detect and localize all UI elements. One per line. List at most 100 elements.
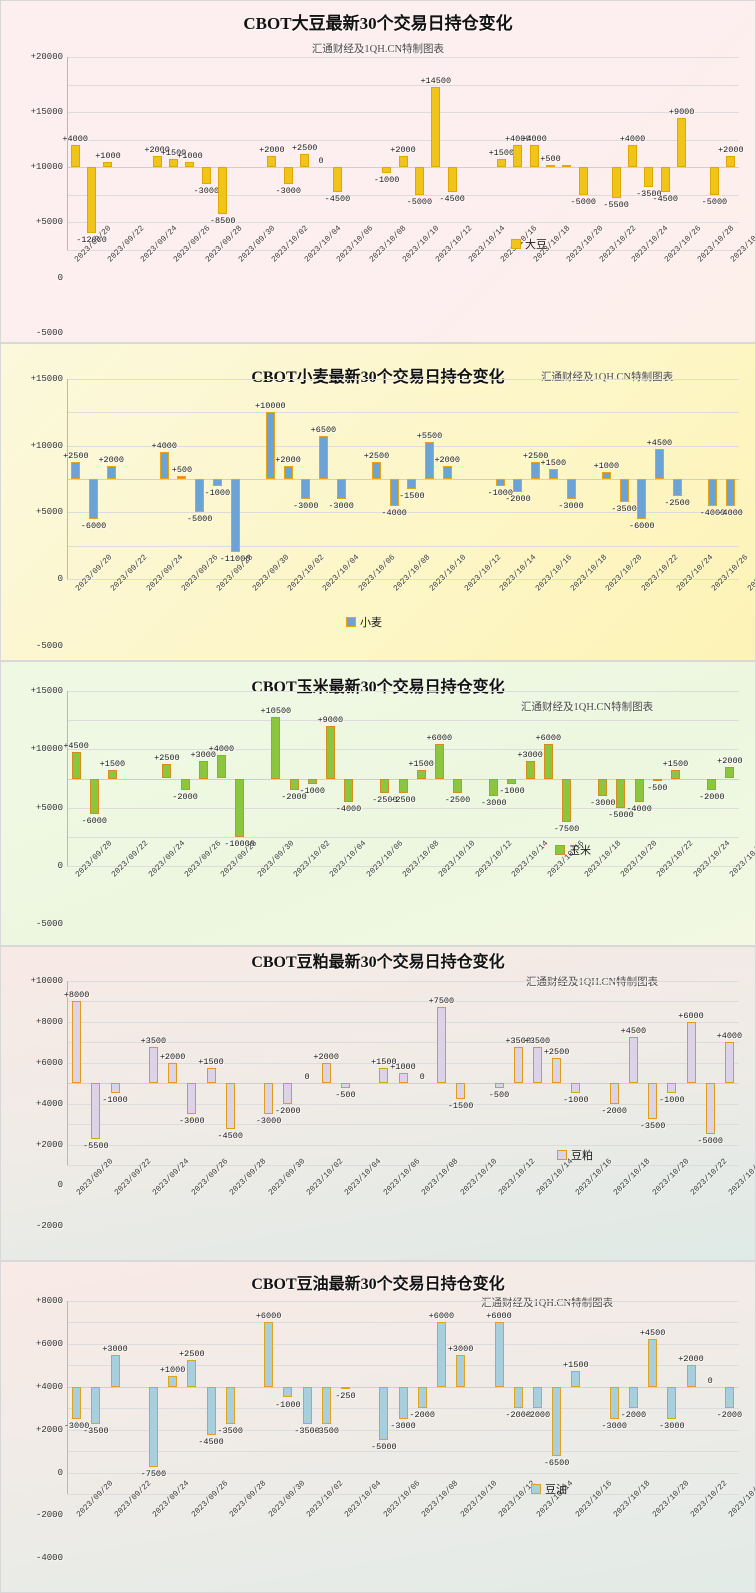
bar-value-label: -2500 bbox=[444, 795, 471, 806]
y-axis-label: +6000 bbox=[35, 1338, 63, 1349]
legend-label: 豆粕 bbox=[571, 1150, 593, 1162]
bar-value-label: -1000 bbox=[499, 786, 525, 797]
bar-soyoil-32 bbox=[686, 1365, 696, 1387]
bar-value-label: -5000 bbox=[570, 196, 597, 207]
chart-title-soymeal: CBOT豆粕最新30个交易日持仓变化 bbox=[251, 954, 505, 971]
bar-soymeal-26 bbox=[571, 1083, 581, 1094]
bar-soybean-31 bbox=[578, 167, 588, 195]
bar-value-label: +6000 bbox=[428, 1311, 455, 1322]
bar-corn-5 bbox=[162, 763, 172, 779]
bar-value-label: +1000 bbox=[159, 1365, 186, 1376]
bar-value-label: -6000 bbox=[80, 521, 107, 531]
bar-wheat-28 bbox=[566, 479, 576, 499]
bar-soyoil-4 bbox=[148, 1386, 158, 1468]
bar-soymeal-24 bbox=[532, 1047, 542, 1084]
y-axis-label: 0 bbox=[57, 272, 63, 283]
bar-corn-24 bbox=[507, 778, 517, 785]
bar-soybean-30 bbox=[562, 164, 572, 168]
plot-area-corn: +15000+10000+50000-5000-10000-15000+4500… bbox=[31, 686, 743, 929]
bar-value-label: 0 bbox=[318, 156, 324, 167]
bar-soyoil-13 bbox=[321, 1386, 331, 1425]
bar-wheat-37 bbox=[725, 479, 735, 506]
bar-corn-9 bbox=[235, 778, 245, 837]
gridline: +6000 bbox=[36, 1322, 739, 1349]
bar-wheat-6 bbox=[177, 475, 187, 479]
y-axis-label: +15000 bbox=[30, 374, 63, 384]
gridline: -5000 bbox=[36, 194, 739, 338]
bar-value-label: +2000 bbox=[718, 145, 744, 156]
bar-value-label: -500 bbox=[647, 783, 668, 794]
gridline: +10000 bbox=[31, 720, 739, 754]
bar-value-label: -1000 bbox=[487, 487, 514, 498]
bar-soymeal-25 bbox=[552, 1057, 562, 1084]
bar-value-label: -4000 bbox=[335, 803, 362, 814]
bar-value-label: +2500 bbox=[543, 1046, 570, 1057]
bar-value-label: -3000 bbox=[481, 798, 507, 808]
bar-soymeal-6 bbox=[187, 1083, 197, 1114]
bar-corn-11 bbox=[271, 717, 281, 779]
y-axis-line bbox=[67, 379, 68, 579]
legend-wheat: 小麦 bbox=[346, 614, 382, 630]
y-axis-label: +6000 bbox=[35, 1057, 63, 1068]
bar-soyoil-5 bbox=[168, 1376, 178, 1387]
chart-subtitle-corn: 汇通财经及1QH.CN特制图表 bbox=[521, 702, 654, 713]
y-axis-label: +10000 bbox=[30, 976, 63, 986]
chart-panel-corn: CBOT玉米最新30个交易日持仓变化 汇通财经及1QH.CN特制图表 +15000 +… bbox=[0, 661, 756, 946]
bar-soyoil-10 bbox=[264, 1322, 274, 1387]
bar-value-label: +2000 bbox=[434, 454, 460, 465]
bar-value-label: +500 bbox=[540, 153, 561, 164]
gridline: -6000 bbox=[67, 1144, 739, 1146]
legend-swatch-icon bbox=[557, 1150, 567, 1160]
bar-value-label: -1000 bbox=[299, 786, 325, 797]
bar-value-label: +4500 bbox=[639, 1327, 666, 1338]
bar-soyoil-20 bbox=[456, 1354, 466, 1387]
bar-value-label: -7500 bbox=[140, 1469, 167, 1480]
gridline: -15000 bbox=[67, 250, 739, 251]
bar-value-label: -1500 bbox=[399, 491, 425, 501]
bar-value-label: -500 bbox=[488, 1090, 510, 1101]
gridline: +5000 bbox=[36, 445, 739, 517]
bar-soybean-8 bbox=[201, 167, 211, 184]
bar-wheat-11 bbox=[265, 412, 275, 479]
bar-value-label: -2000 bbox=[524, 1410, 551, 1421]
y-axis-label: -5000 bbox=[35, 640, 63, 651]
bar-value-label: -250 bbox=[335, 1391, 356, 1402]
bar-soyoil-6 bbox=[187, 1359, 197, 1387]
bar-soymeal-4 bbox=[148, 1047, 158, 1084]
bar-value-label: -6500 bbox=[543, 1458, 570, 1469]
gridline: +500 0 bbox=[36, 139, 739, 227]
y-axis-label: +2000 bbox=[35, 1139, 63, 1150]
bar-value-label: +10500 bbox=[260, 706, 292, 717]
bar-value-label: -1000 bbox=[204, 487, 231, 498]
bar-value-label: -2000 bbox=[620, 1410, 647, 1421]
chart-title-soyoil: CBOT豆油最新30个交易日持仓变化 bbox=[251, 1276, 505, 1293]
bar-soybean-23 bbox=[447, 167, 457, 193]
bar-wheat-25 bbox=[513, 479, 523, 493]
bar-value-label: +10000 bbox=[255, 401, 286, 412]
bar-value-label: -4500 bbox=[217, 1131, 243, 1142]
gridline: -10000 bbox=[67, 1494, 739, 1495]
bar-value-label: -8500 bbox=[209, 216, 236, 227]
bar-value-label: +1000 bbox=[177, 150, 203, 161]
legend-swatch-icon bbox=[531, 1484, 541, 1494]
bar-soyoil-30 bbox=[648, 1338, 658, 1387]
bar-wheat-24 bbox=[495, 479, 505, 486]
y-axis-label: +2000 bbox=[35, 1424, 63, 1435]
gridline: 0 bbox=[58, 1083, 739, 1190]
bar-value-label: +6500 bbox=[310, 424, 337, 435]
bar-soybean-19 bbox=[382, 167, 392, 173]
bar-soybean-40 bbox=[726, 156, 736, 168]
y-axis-label: +5000 bbox=[35, 802, 63, 813]
bar-soymeal-5 bbox=[168, 1062, 178, 1084]
plot-area-soymeal: +10000+8000+6000+4000+20000-2000-4000-60… bbox=[31, 976, 743, 1231]
bar-value-label: -3500 bbox=[83, 1426, 109, 1437]
bar-soymeal-33 bbox=[705, 1083, 715, 1135]
bar-value-label: -7500 bbox=[553, 824, 580, 835]
y-axis-label: +5000 bbox=[35, 217, 63, 228]
bar-corn-17 bbox=[380, 778, 390, 794]
bar-soymeal-30 bbox=[648, 1083, 658, 1119]
bar-value-label: -2000 bbox=[698, 792, 725, 803]
bar-soyoil-31 bbox=[667, 1386, 677, 1419]
bar-corn-12 bbox=[289, 778, 299, 791]
